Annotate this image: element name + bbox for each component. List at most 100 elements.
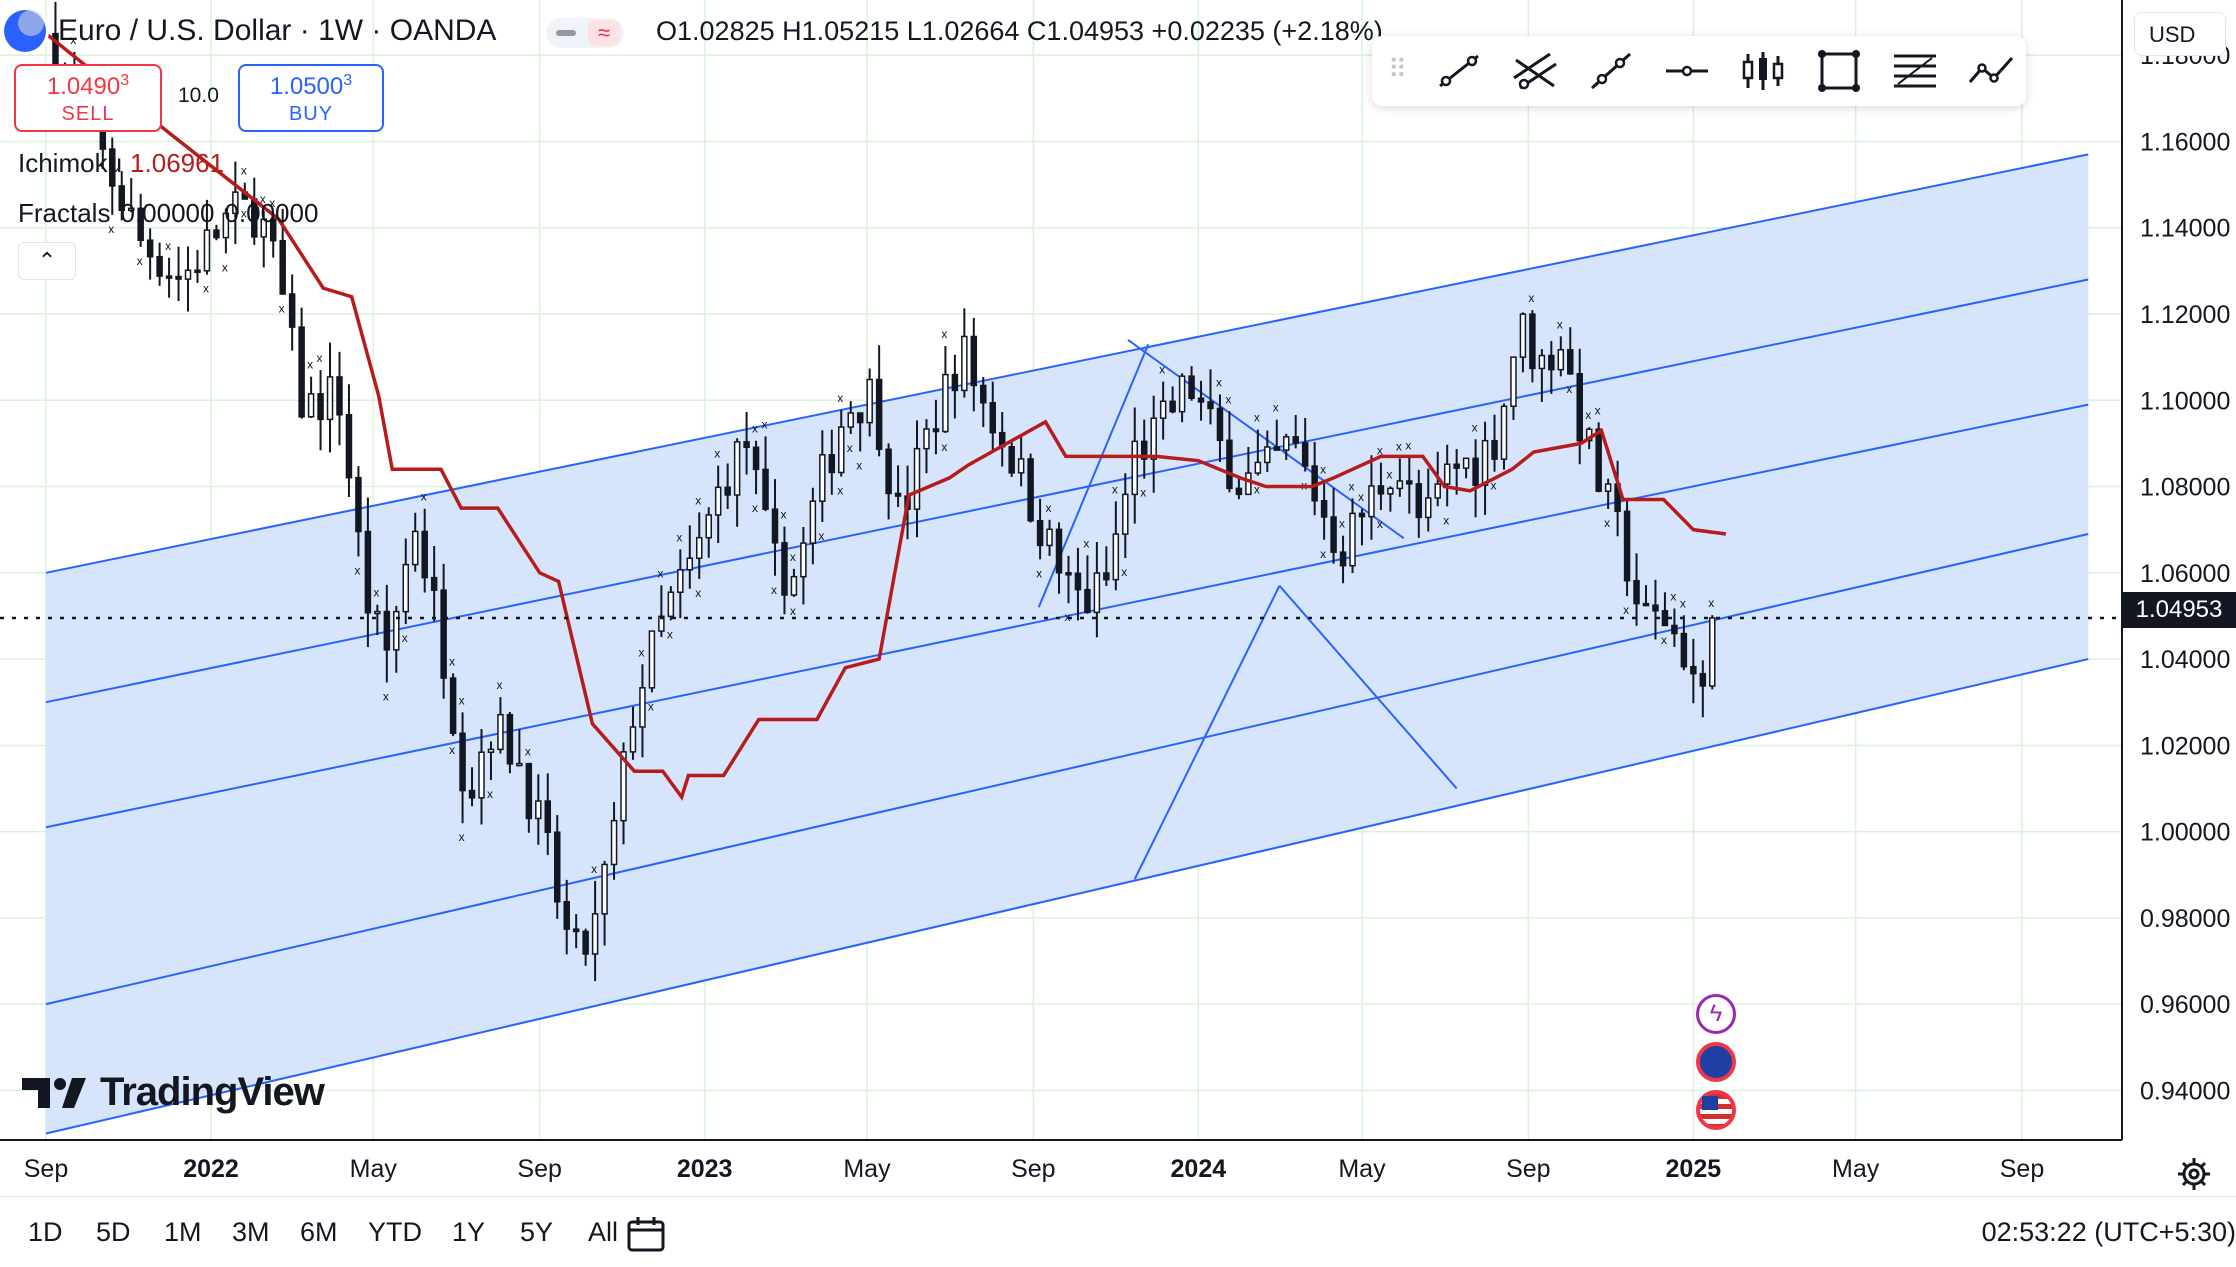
- candle: [127, 178, 135, 213]
- candle: [288, 274, 296, 351]
- trend-line-icon[interactable]: [1434, 48, 1484, 94]
- fractal-marker: x: [591, 862, 597, 876]
- candle: [572, 914, 580, 949]
- candle-body-up: [1093, 572, 1101, 614]
- candle-body-down: [1036, 519, 1044, 547]
- tradingview-logo[interactable]: TradingView: [22, 1070, 325, 1116]
- fractal-marker: x: [1159, 363, 1165, 377]
- us-flag-icon[interactable]: [1696, 1090, 1736, 1130]
- eu-flag-icon[interactable]: [1696, 1042, 1736, 1082]
- candle-body-down: [1377, 485, 1385, 495]
- candle: x: [1140, 419, 1148, 500]
- fractals-legend[interactable]: Fractals 0.00000 0.00000: [18, 198, 318, 229]
- symbol-flag-icon[interactable]: [4, 10, 46, 52]
- path-icon[interactable]: [1966, 48, 2016, 94]
- candle: x: [1595, 403, 1602, 493]
- candle-body-up: [1112, 533, 1120, 581]
- candle: x: [1036, 498, 1044, 580]
- candle-body-down: [109, 148, 116, 187]
- channel-line: [45, 658, 2089, 1135]
- symbol-title[interactable]: Euro / U.S. Dollar · 1W · OANDA: [58, 14, 497, 47]
- timeframe-1d[interactable]: 1D: [28, 1217, 63, 1247]
- drag-handle-icon[interactable]: ⠿: [1388, 54, 1407, 84]
- candle: [875, 345, 883, 457]
- fractal-marker: x: [657, 566, 663, 580]
- clock[interactable]: 02:53:22 (UTC+5:30): [1981, 1217, 2236, 1247]
- calendar-icon[interactable]: [626, 1215, 666, 1253]
- candle-body-down: [449, 677, 457, 735]
- ichimoku-legend[interactable]: Ichimoku 1.06961: [18, 148, 224, 179]
- timeframe-3m[interactable]: 3M: [232, 1217, 270, 1247]
- candle: [1415, 469, 1423, 538]
- fractal-marker: x: [1680, 596, 1686, 610]
- fractal-marker: x: [714, 447, 720, 461]
- candle: x: [1472, 420, 1479, 518]
- timeframe-6m[interactable]: 6M: [300, 1217, 338, 1247]
- candle-body-up: [222, 212, 230, 239]
- candle-body-up: [686, 557, 694, 571]
- collapse-legend-button[interactable]: ⌃: [18, 242, 76, 280]
- candle-body-up: [411, 530, 419, 566]
- time-axis: Sep 2022 May Sep 2023 May Sep 2024 May Sep 2025 May…: [0, 1139, 2122, 1183]
- event-flash-icon[interactable]: ϟ: [1696, 994, 1736, 1034]
- sell-button[interactable]: 1.04903 SELL: [14, 64, 162, 132]
- candle-body-down: [175, 275, 182, 280]
- price-tick-label: 1.12000: [2140, 301, 2230, 329]
- candle-body-up: [1349, 512, 1356, 567]
- open-key: O: [656, 16, 678, 46]
- candle: [232, 161, 239, 245]
- candle: [1178, 373, 1186, 423]
- timeframe-5d[interactable]: 5D: [96, 1217, 131, 1247]
- price-tick-label: 1.10000: [2140, 387, 2230, 415]
- candle: x: [317, 351, 324, 451]
- currency-selector[interactable]: USD: [2134, 12, 2226, 56]
- fractals-value-2: 0.00000: [224, 198, 319, 228]
- candle-body-down: [752, 446, 760, 471]
- candle: x: [676, 530, 684, 619]
- candle: [1699, 660, 1707, 718]
- candle: [932, 399, 940, 455]
- candle: xx: [449, 654, 457, 757]
- fractal-marker: x: [1623, 603, 1629, 617]
- timeframe-all[interactable]: All: [588, 1217, 619, 1247]
- candle-body-down: [1292, 436, 1299, 444]
- candle: [535, 774, 542, 845]
- fractal-marker: x: [1225, 392, 1231, 406]
- candle-body-down: [336, 376, 343, 416]
- time-tick-label: 2022: [183, 1155, 239, 1183]
- timeframe-1y[interactable]: 1Y: [452, 1217, 486, 1247]
- candle: x: [1396, 439, 1404, 497]
- long-position-icon[interactable]: [1738, 48, 1788, 94]
- candle: [1055, 522, 1063, 594]
- candle-body-up: [1282, 436, 1290, 451]
- fractal-marker: x: [1557, 317, 1563, 331]
- fractal-marker: x: [790, 550, 796, 564]
- fractal-marker: x: [373, 586, 379, 600]
- fractal-marker: x: [222, 260, 228, 274]
- candle-body-down: [1008, 446, 1015, 474]
- timeframe-1m[interactable]: 1M: [164, 1217, 202, 1247]
- candle: x: [1623, 497, 1631, 617]
- candle: x: [1680, 596, 1688, 671]
- timeframe-ytd[interactable]: YTD: [368, 1217, 422, 1247]
- ray-icon[interactable]: [1586, 48, 1636, 94]
- candle: [506, 711, 514, 774]
- candle-body-down: [1169, 400, 1176, 413]
- gear-icon[interactable]: [2172, 1152, 2216, 1196]
- timeframe-5y[interactable]: 5Y: [520, 1217, 554, 1247]
- close-key: C: [1026, 16, 1047, 46]
- candle-body-down: [506, 713, 514, 765]
- visibility-toggle[interactable]: ≈: [546, 18, 624, 48]
- candle-body-down: [1680, 632, 1688, 668]
- candle: [1093, 542, 1101, 638]
- rectangle-icon[interactable]: [1814, 48, 1864, 94]
- fractal-marker: x: [1377, 444, 1383, 458]
- buy-button[interactable]: 1.05003 BUY: [238, 64, 384, 132]
- candle-body-up: [232, 191, 239, 215]
- candle: x: [165, 239, 173, 298]
- candle-body-up: [1387, 487, 1394, 495]
- parallel-channel-icon[interactable]: [1510, 48, 1560, 94]
- fib-icon[interactable]: [1890, 48, 1940, 94]
- horizontal-line-icon[interactable]: [1662, 48, 1712, 94]
